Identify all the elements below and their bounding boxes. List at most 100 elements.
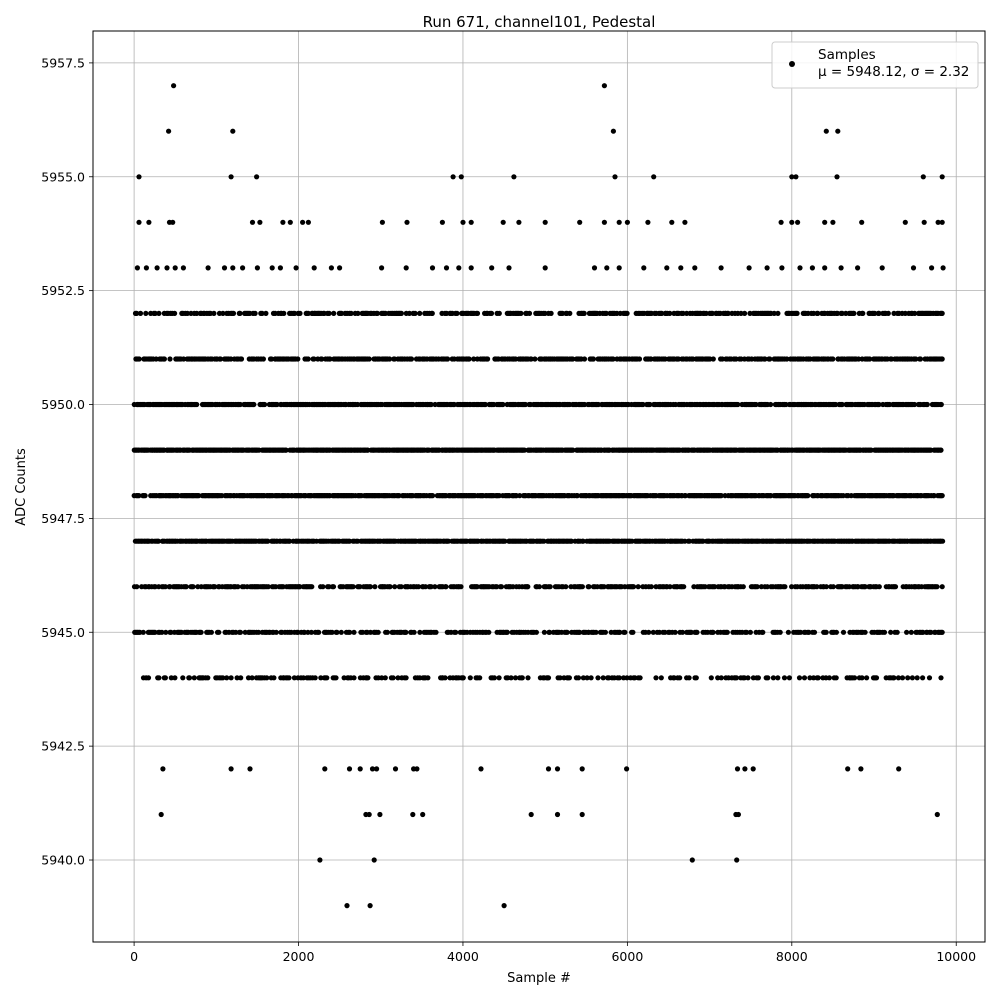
data-point [428, 584, 434, 590]
data-point [344, 903, 350, 909]
data-point [516, 219, 522, 225]
data-point [677, 675, 683, 681]
data-point [664, 265, 670, 271]
data-point [577, 219, 583, 225]
data-point [228, 766, 234, 772]
data-point [309, 584, 315, 590]
data-point [830, 584, 836, 590]
data-point [183, 584, 189, 590]
data-point [324, 675, 330, 681]
data-point [297, 310, 303, 316]
data-point [377, 811, 383, 818]
data-point [745, 675, 751, 681]
data-point [417, 629, 423, 635]
legend-marker [789, 61, 795, 67]
data-point [760, 629, 766, 635]
data-point [545, 766, 552, 772]
data-point [746, 265, 752, 271]
data-point [237, 629, 244, 635]
data-point [939, 310, 945, 316]
data-point [254, 265, 260, 271]
data-points [131, 83, 946, 909]
data-point [500, 401, 506, 408]
data-point [646, 629, 652, 635]
data-point [904, 629, 910, 635]
data-point [167, 356, 173, 362]
data-point [355, 310, 361, 316]
data-point [637, 675, 643, 681]
data-point [912, 310, 918, 316]
data-point [939, 629, 945, 635]
data-point [931, 493, 937, 499]
data-point [913, 356, 919, 362]
data-point [162, 675, 168, 681]
data-point [512, 675, 519, 681]
data-point [768, 401, 774, 408]
data-point [616, 219, 622, 225]
data-point [145, 675, 152, 681]
data-point [136, 174, 142, 180]
y-tick-label: 5952.5 [41, 283, 85, 298]
data-point [580, 538, 586, 544]
data-point [498, 584, 505, 590]
data-point [894, 629, 900, 635]
data-point [521, 447, 528, 453]
data-point [771, 310, 777, 316]
data-point [823, 128, 829, 134]
data-point [180, 265, 186, 271]
data-point [494, 584, 500, 590]
data-point [873, 675, 880, 681]
data-point [765, 675, 771, 681]
data-point [856, 356, 862, 362]
plot-frame [92, 30, 986, 943]
data-point [648, 584, 654, 590]
data-point [367, 903, 373, 909]
data-point [738, 310, 744, 316]
x-tick-label: 4000 [447, 949, 479, 964]
data-point [876, 310, 882, 316]
data-point [221, 265, 228, 271]
data-point [164, 265, 170, 271]
data-point [300, 219, 306, 225]
data-point [375, 629, 381, 635]
data-point [428, 401, 434, 408]
data-point [801, 675, 808, 681]
data-point [579, 811, 585, 818]
data-point [522, 401, 529, 408]
data-point [247, 766, 253, 772]
data-point [525, 584, 531, 590]
data-point [650, 629, 656, 635]
data-point [536, 584, 543, 590]
data-point [257, 219, 263, 225]
data-point [725, 310, 731, 316]
data-point [366, 811, 372, 818]
data-point [305, 356, 311, 362]
data-point [305, 310, 311, 316]
data-point [839, 401, 845, 408]
data-point [322, 766, 328, 772]
data-point [181, 356, 187, 362]
data-point [404, 219, 410, 225]
data-point [374, 310, 380, 316]
data-point [347, 629, 353, 635]
data-point [888, 629, 894, 635]
data-point [798, 629, 804, 635]
data-point [403, 265, 409, 271]
data-point [899, 675, 906, 681]
data-point [286, 675, 292, 681]
data-point [374, 766, 380, 772]
data-point [338, 629, 344, 635]
y-tick-label: 5955.0 [41, 169, 85, 184]
data-point [496, 310, 502, 316]
y-tick-label: 5957.5 [41, 55, 85, 70]
data-point [694, 629, 700, 635]
data-point [233, 629, 239, 635]
y-tick-label: 5945.0 [41, 625, 85, 640]
data-point [789, 584, 795, 590]
data-point [686, 675, 692, 681]
data-point [234, 675, 240, 681]
data-point [735, 811, 742, 818]
data-point [814, 584, 820, 590]
data-point [892, 584, 899, 590]
data-point [924, 401, 930, 408]
